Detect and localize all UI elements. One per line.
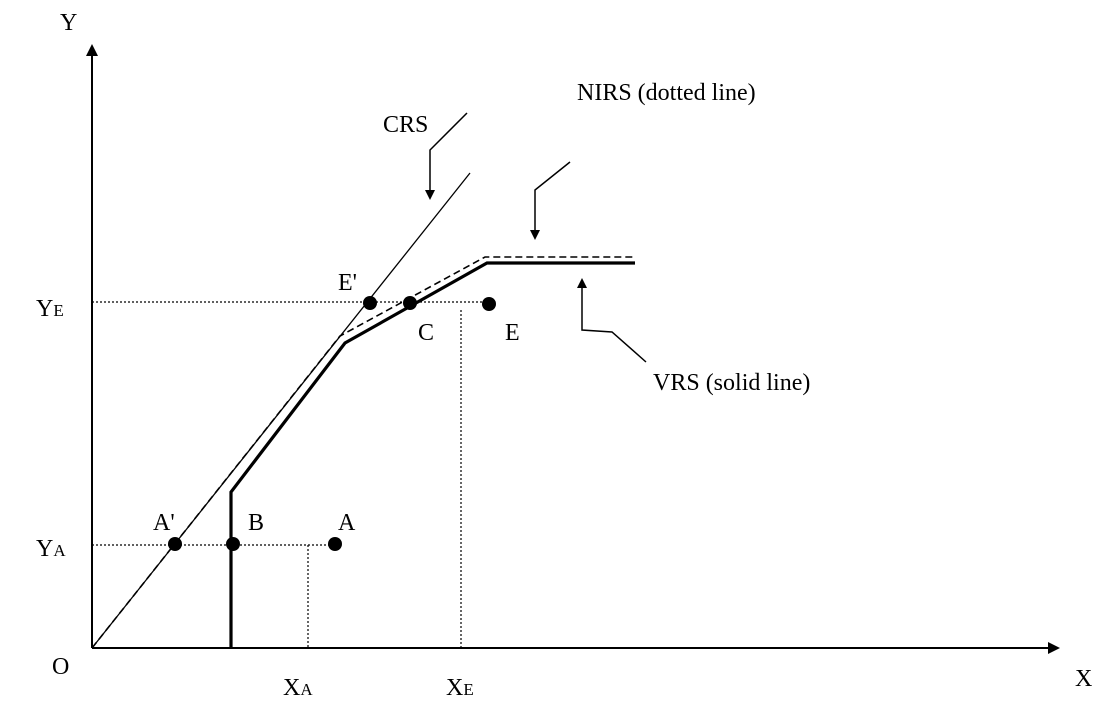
nirs-line	[91, 256, 635, 649]
point-label: E'	[338, 270, 357, 296]
level-main: X	[283, 675, 300, 701]
crs-label: CRS	[383, 112, 428, 138]
level-sub: A	[300, 680, 313, 699]
nirs-label: NIRS (dotted line)	[577, 80, 756, 106]
pointers	[425, 112, 647, 363]
level-main: Y	[36, 536, 53, 562]
y-axis-label: Y	[60, 10, 77, 36]
level-main: Y	[36, 296, 53, 322]
point-label: B	[248, 510, 264, 536]
level-sub: A	[53, 541, 66, 560]
point-label: A	[338, 510, 356, 536]
point-label: A'	[153, 510, 175, 536]
point-label: C	[418, 320, 434, 346]
level-label: XE	[446, 675, 474, 701]
level-main: X	[446, 675, 463, 701]
guides	[92, 301, 490, 648]
level-label: XA	[283, 675, 313, 701]
x-axis-label: X	[1075, 666, 1092, 692]
vrs-label: VRS (solid line)	[653, 370, 810, 396]
level-label: YE	[36, 296, 64, 322]
origin-label: O	[52, 654, 69, 680]
point-label: E	[505, 320, 520, 346]
points	[168, 296, 496, 551]
level-label: YA	[36, 536, 66, 562]
level-sub: E	[53, 301, 63, 320]
level-sub: E	[463, 680, 473, 699]
